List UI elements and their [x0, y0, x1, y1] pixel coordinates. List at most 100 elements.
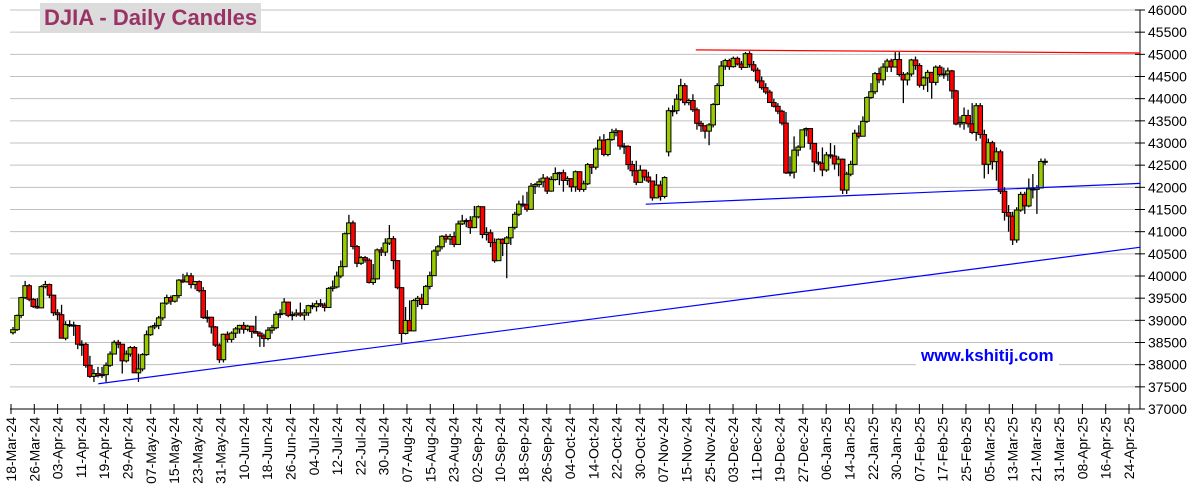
candle [795, 145, 801, 157]
candle-body [953, 90, 959, 125]
candle [431, 249, 437, 277]
y-tick-label: 39500 [1148, 290, 1187, 306]
candle [507, 226, 514, 245]
support-trendline [98, 246, 1141, 385]
candle [512, 211, 518, 230]
candle [904, 72, 911, 86]
x-tick-label: 07-May-24 [143, 417, 159, 484]
candle [374, 248, 381, 280]
candle [317, 299, 324, 308]
candle [147, 325, 154, 336]
candle-body [718, 65, 725, 87]
candle [872, 72, 878, 95]
candle-body [783, 122, 789, 174]
candle-body [107, 353, 113, 366]
candle [50, 294, 57, 316]
candle-body [698, 122, 704, 127]
candle-body [912, 59, 919, 67]
candle-body [706, 124, 712, 132]
candle-body [775, 105, 781, 112]
candle-body [370, 278, 376, 284]
candle-body [710, 103, 716, 126]
y-tick-label: 44000 [1148, 91, 1187, 107]
candle-body [74, 325, 81, 345]
y-tick-label: 41500 [1148, 202, 1187, 218]
candle [83, 342, 89, 368]
candle-body [880, 66, 886, 81]
candle [74, 325, 81, 350]
candle-body [560, 172, 567, 181]
candle [232, 326, 239, 339]
candle-body [172, 295, 178, 302]
candle [912, 56, 919, 70]
x-tick-label: 19-Dec-24 [772, 417, 788, 483]
candle [398, 287, 405, 343]
candle-body [767, 91, 773, 103]
candle [172, 295, 178, 303]
candle-body [196, 281, 202, 292]
candle-body [18, 297, 24, 316]
candle-body [439, 235, 445, 248]
candle-body [253, 331, 259, 334]
candle-body [435, 246, 441, 252]
x-tick-label: 22-Jan-25 [865, 417, 881, 480]
candle-body [779, 110, 785, 124]
x-tick-label: 16-Apr-25 [1098, 417, 1114, 479]
candle [746, 51, 753, 68]
candle-body [916, 65, 923, 86]
candle-body [592, 148, 599, 168]
candle-body [661, 177, 668, 197]
candle [354, 244, 360, 268]
x-tick-label: 31-Mar-25 [1051, 417, 1067, 482]
candle [366, 258, 372, 284]
candle [123, 350, 130, 363]
candle [471, 205, 478, 229]
candle [965, 109, 971, 128]
candle [155, 315, 162, 330]
candle-body [949, 70, 955, 92]
x-tick-label: 15-Aug-24 [422, 417, 438, 483]
candle-body [799, 129, 805, 148]
x-tick-label: 03-Dec-24 [725, 417, 741, 483]
y-tick-label: 43500 [1148, 113, 1187, 129]
x-tick-label: 15-Nov-24 [678, 417, 694, 483]
candle-body [617, 130, 623, 147]
x-tick-label: 29-Apr-24 [119, 417, 135, 479]
x-tick-label: 04-Oct-24 [562, 417, 578, 479]
candle [775, 103, 781, 115]
candle [196, 280, 202, 293]
candle [811, 142, 818, 172]
x-tick-label: 10-Jun-24 [236, 417, 252, 480]
candle-body [394, 260, 401, 289]
candle [62, 321, 69, 341]
y-tick-label: 40500 [1148, 246, 1187, 262]
candle [665, 107, 672, 157]
chart-title: DJIA - Daily Candles [40, 3, 262, 33]
candle-body [605, 139, 611, 156]
candle [382, 238, 389, 257]
candle [673, 94, 680, 115]
candle [936, 64, 943, 77]
x-tick-label: 26-Sep-24 [539, 417, 555, 483]
candle-body [507, 226, 514, 239]
candle-body [155, 317, 162, 326]
candle [698, 120, 704, 132]
candle [710, 103, 716, 128]
candle-body [62, 324, 69, 339]
candle-body [868, 91, 874, 99]
candle [791, 136, 797, 179]
candle-body [83, 343, 89, 366]
candle-body [536, 181, 542, 186]
candle [350, 220, 356, 250]
candle [111, 340, 117, 355]
x-tick-label: 08-Apr-25 [1074, 417, 1090, 479]
candle [896, 52, 903, 77]
candle [916, 63, 923, 88]
x-tick-label: 23-Aug-24 [446, 417, 462, 483]
candle-body [374, 249, 381, 280]
candle [694, 107, 700, 130]
candle [880, 63, 886, 86]
candle [54, 309, 61, 321]
y-tick-label: 44500 [1148, 69, 1187, 85]
candle [370, 264, 376, 285]
